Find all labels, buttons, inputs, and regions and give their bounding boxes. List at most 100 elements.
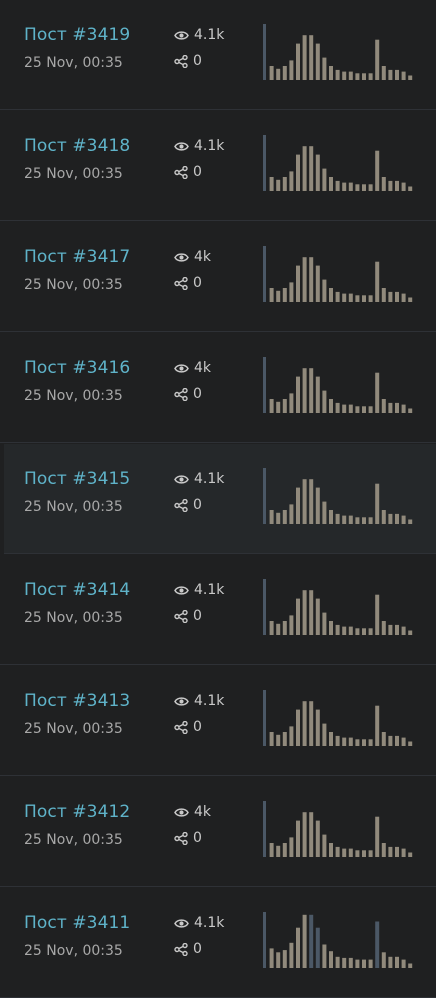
sparkline-bar <box>408 186 413 191</box>
sparkline-bar <box>381 288 386 302</box>
post-row[interactable]: Пост #3419 25 Nov, 00:35 4.1k 0 <box>0 0 436 110</box>
views-count: 4k <box>194 804 212 820</box>
share-icon <box>174 942 193 956</box>
views-sparkline <box>263 24 413 80</box>
sparkline-bar <box>395 69 399 80</box>
sparkline-bar <box>329 843 333 857</box>
sparkline-bar <box>263 357 266 413</box>
sparkline-bar <box>342 515 347 524</box>
views-stat: 4.1k <box>174 915 224 931</box>
sparkline-bar <box>355 959 360 968</box>
post-title-link[interactable]: Пост #3419 <box>24 25 131 45</box>
views-stat: 4.1k <box>174 27 224 43</box>
share-icon <box>174 831 193 845</box>
sparkline-bar <box>315 820 320 857</box>
share-icon <box>174 720 193 734</box>
sparkline-bar <box>282 66 287 80</box>
sparkline-bar <box>329 732 333 746</box>
post-row[interactable]: Пост #3414 25 Nov, 00:35 4.1k 0 <box>0 555 436 665</box>
sparkline-bar <box>368 628 373 635</box>
sparkline-bar <box>388 291 393 302</box>
sparkline-bar <box>348 848 353 857</box>
eye-icon <box>174 474 194 485</box>
post-title-link[interactable]: Пост #3418 <box>24 136 131 156</box>
views-count: 4k <box>194 360 212 376</box>
sparkline-bar <box>355 739 360 746</box>
sparkline-bar <box>401 626 406 635</box>
sparkline-bar <box>401 71 406 80</box>
post-row[interactable]: Пост #3418 25 Nov, 00:35 4.1k 0 <box>0 111 436 221</box>
sparkline-bar <box>368 739 373 746</box>
sparkline-bar <box>342 293 347 302</box>
sparkline-bar <box>322 279 327 302</box>
sparkline-bar <box>309 146 314 191</box>
views-stat: 4.1k <box>174 471 224 487</box>
sparkline-bar <box>395 513 399 524</box>
sparkline-bar <box>335 956 340 968</box>
sparkline-bar <box>335 735 340 746</box>
views-sparkline <box>263 579 413 635</box>
sparkline-bar <box>269 732 274 746</box>
shares-stat: 0 <box>174 164 202 180</box>
sparkline-bar <box>375 816 380 857</box>
post-row[interactable]: Пост #3416 25 Nov, 00:35 4k 0 <box>0 333 436 443</box>
views-stat: 4.1k <box>174 138 224 154</box>
post-row[interactable]: Пост #3411 25 Nov, 00:35 4.1k 0 <box>0 888 436 998</box>
sparkline-bar <box>348 957 353 968</box>
sparkline-bar <box>329 66 333 80</box>
sparkline-bar <box>395 624 399 635</box>
sparkline-bar <box>368 959 373 968</box>
sparkline-bar <box>401 959 406 968</box>
post-row[interactable]: Пост #3413 25 Nov, 00:35 4.1k 0 <box>0 666 436 776</box>
sparkline-bar <box>375 261 380 302</box>
sparkline-bar <box>322 57 327 80</box>
sparkline-bar <box>388 69 393 80</box>
post-title-link[interactable]: Пост #3413 <box>24 691 131 711</box>
post-row[interactable]: Пост #3417 25 Nov, 00:35 4k 0 <box>0 222 436 332</box>
sparkline-bar <box>395 291 399 302</box>
post-title-link[interactable]: Пост #3417 <box>24 247 131 267</box>
sparkline-bar <box>401 515 406 524</box>
eye-icon <box>174 30 194 41</box>
post-row[interactable]: Пост #3415 25 Nov, 00:35 4.1k 0 <box>4 444 436 554</box>
post-title-link[interactable]: Пост #3416 <box>24 358 131 378</box>
post-row[interactable]: Пост #3412 25 Nov, 00:35 4k 0 <box>0 777 436 887</box>
sparkline-bar <box>362 406 366 413</box>
sparkline-bar <box>388 402 393 413</box>
shares-stat: 0 <box>174 275 202 291</box>
shares-stat: 0 <box>174 386 202 402</box>
sparkline-bar <box>335 69 340 80</box>
post-title-link[interactable]: Пост #3412 <box>24 802 131 822</box>
sparkline-bar <box>289 393 294 413</box>
sparkline-bar <box>263 24 266 80</box>
sparkline-bar <box>289 837 294 857</box>
sparkline-bar <box>263 801 266 857</box>
sparkline-bar <box>322 944 327 968</box>
sparkline-bar <box>408 630 413 635</box>
sparkline-bar <box>395 180 399 191</box>
sparkline-bar <box>388 846 393 857</box>
sparkline-bar <box>302 590 307 635</box>
sparkline-bar <box>302 35 307 80</box>
views-count: 4.1k <box>194 693 225 709</box>
sparkline-bar <box>322 723 327 746</box>
sparkline-bar <box>375 705 380 746</box>
sparkline-bar <box>276 845 281 857</box>
sparkline-bar <box>348 626 353 635</box>
sparkline-bar <box>401 404 406 413</box>
sparkline-bar <box>315 598 320 635</box>
sparkline-bar <box>315 154 320 191</box>
post-title-link[interactable]: Пост #3414 <box>24 580 131 600</box>
sparkline-bar <box>381 621 386 635</box>
sparkline-bar <box>282 950 287 968</box>
shares-stat: 0 <box>174 608 202 624</box>
sparkline-bar <box>302 812 307 857</box>
sparkline-bar <box>269 621 274 635</box>
sparkline-bar <box>269 843 274 857</box>
views-count: 4k <box>194 249 212 265</box>
post-title-link[interactable]: Пост #3411 <box>24 913 131 933</box>
post-title-link[interactable]: Пост #3415 <box>24 469 131 489</box>
sparkline-bar <box>309 590 314 635</box>
sparkline-bar <box>355 184 360 191</box>
sparkline-bar <box>302 701 307 746</box>
